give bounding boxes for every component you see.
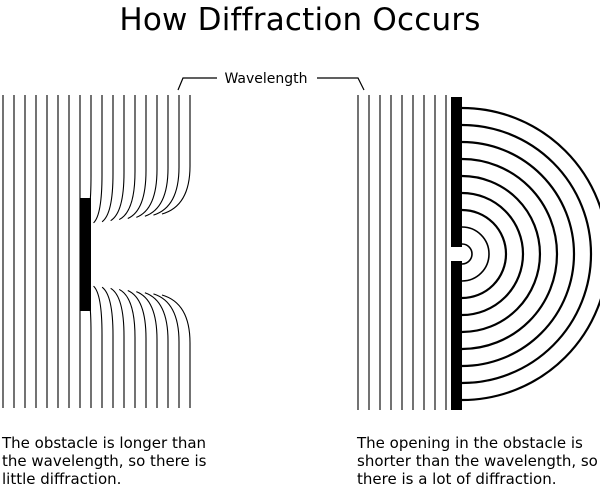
wavefront-line <box>93 285 103 408</box>
diffracted-arc <box>461 157 559 351</box>
wavefront-line <box>127 290 147 408</box>
diffracted-arc <box>461 140 576 368</box>
wavelength-indicator: Wavelength <box>177 71 365 91</box>
diffracted-arc <box>461 123 593 385</box>
left-caption: The obstacle is longer than the waveleng… <box>2 434 252 488</box>
wavefront-line <box>101 95 114 223</box>
right-caption: The opening in the obstacle is shorter t… <box>357 434 600 488</box>
right-caption-line: The opening in the obstacle is <box>357 434 583 452</box>
wavefront-line <box>144 95 169 217</box>
left-caption-line: the wavelength, so there is <box>2 452 207 470</box>
wavefront-line <box>161 294 191 408</box>
wavefront-line <box>110 95 125 222</box>
wavefront-line <box>101 286 114 408</box>
diffracted-arc <box>461 106 600 402</box>
right-obstacle-bottom <box>451 261 462 410</box>
page-title: How Diffraction Occurs <box>119 2 481 38</box>
wavelength-label: Wavelength <box>224 71 307 87</box>
diffracted-arc <box>461 191 525 317</box>
wavefront-line <box>118 95 136 221</box>
wavefront-line <box>161 95 191 215</box>
left-obstacle <box>80 198 91 311</box>
right-caption-line: there is a lot of diffraction. <box>357 470 557 488</box>
right-panel-wavefronts <box>357 95 447 410</box>
diffracted-arc <box>461 226 490 282</box>
wavefront-line <box>136 291 158 408</box>
left-panel-wavefronts <box>2 95 191 408</box>
wavefront-line <box>153 95 180 216</box>
wavefront-line <box>144 292 169 408</box>
right-caption-line: shorter than the wavelength, so <box>357 452 598 470</box>
diffracted-arc <box>461 243 473 265</box>
right-panel-diffracted-arcs <box>461 106 600 402</box>
wavefront-line <box>127 95 147 219</box>
left-caption-line: little diffraction. <box>2 470 122 488</box>
wavefront-line <box>118 288 136 408</box>
right-obstacle-top <box>451 97 462 247</box>
diffracted-arc <box>461 208 508 300</box>
wavefront-line <box>136 95 158 218</box>
diffracted-arc <box>461 174 542 334</box>
wavefront-line <box>110 287 125 408</box>
wavefront-line <box>153 293 180 408</box>
wavefront-line <box>93 95 103 224</box>
left-caption-line: The obstacle is longer than <box>2 434 207 452</box>
